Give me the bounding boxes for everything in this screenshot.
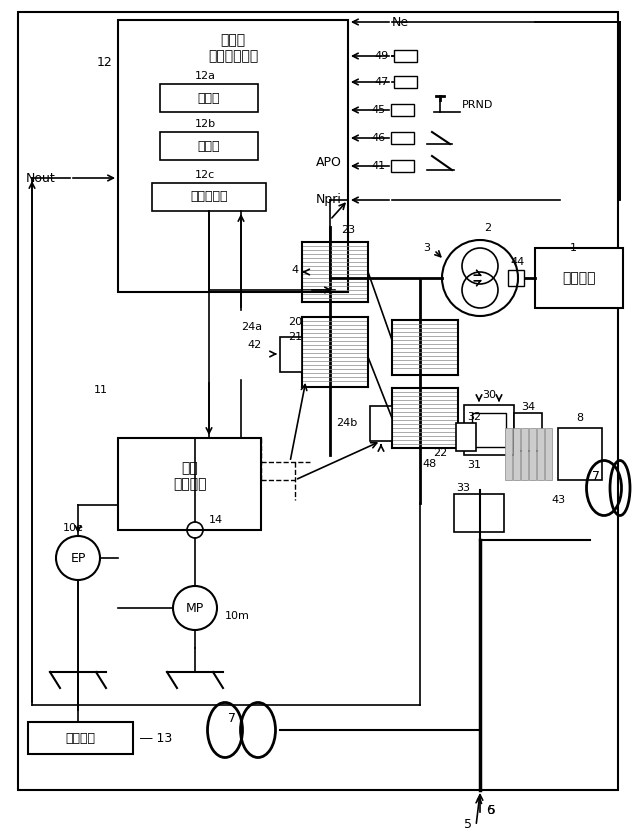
Text: 31: 31 bbox=[467, 460, 481, 470]
Bar bbox=[545, 428, 552, 480]
Text: 1: 1 bbox=[570, 243, 577, 253]
Text: 20: 20 bbox=[288, 317, 302, 327]
Text: Npri: Npri bbox=[316, 194, 342, 206]
Text: 6: 6 bbox=[486, 803, 494, 817]
Text: 油圧: 油圧 bbox=[182, 461, 198, 475]
Text: 42: 42 bbox=[248, 340, 262, 350]
Bar bbox=[280, 337, 302, 372]
Text: 11: 11 bbox=[94, 385, 108, 395]
Text: Ne: Ne bbox=[392, 16, 409, 28]
Bar bbox=[472, 413, 506, 447]
Text: 24a: 24a bbox=[241, 322, 262, 332]
Text: 7: 7 bbox=[592, 469, 600, 483]
Text: 49: 49 bbox=[375, 51, 389, 61]
Text: 制御回路: 制御回路 bbox=[173, 477, 207, 491]
Bar bbox=[464, 405, 514, 455]
Bar bbox=[152, 183, 266, 211]
Text: 判定部: 判定部 bbox=[198, 139, 220, 153]
Text: 2: 2 bbox=[484, 223, 492, 233]
Text: 24b: 24b bbox=[336, 418, 357, 428]
Text: 30: 30 bbox=[482, 390, 496, 400]
Bar bbox=[28, 722, 133, 754]
Bar bbox=[370, 406, 392, 441]
Text: 46: 46 bbox=[372, 133, 386, 143]
Bar bbox=[391, 160, 414, 172]
Bar bbox=[394, 50, 417, 62]
Bar bbox=[521, 428, 528, 480]
Bar bbox=[391, 132, 414, 144]
Bar bbox=[456, 423, 476, 451]
Bar bbox=[391, 104, 414, 116]
Text: 44: 44 bbox=[510, 257, 524, 267]
Text: 10e: 10e bbox=[63, 523, 83, 533]
Text: APO: APO bbox=[316, 155, 342, 169]
Text: コントローラ: コントローラ bbox=[208, 49, 258, 63]
Text: 41: 41 bbox=[372, 161, 386, 171]
Text: 22: 22 bbox=[433, 448, 447, 458]
Text: MP: MP bbox=[186, 601, 204, 615]
Text: EP: EP bbox=[70, 551, 86, 564]
Text: 45: 45 bbox=[372, 105, 386, 115]
Bar bbox=[529, 428, 536, 480]
Bar bbox=[537, 428, 544, 480]
Text: 油圧制御部: 油圧制御部 bbox=[190, 190, 228, 204]
Text: エンジン: エンジン bbox=[563, 271, 596, 285]
Text: 12c: 12c bbox=[195, 170, 215, 180]
Bar bbox=[394, 76, 417, 88]
Bar bbox=[160, 84, 258, 112]
Bar bbox=[454, 494, 504, 532]
Text: 12b: 12b bbox=[195, 119, 216, 129]
Bar bbox=[513, 428, 520, 480]
Text: 47: 47 bbox=[375, 77, 389, 87]
Text: PRND: PRND bbox=[462, 100, 493, 110]
Text: 10m: 10m bbox=[225, 611, 250, 621]
Text: 23: 23 bbox=[341, 225, 355, 235]
Text: 12: 12 bbox=[96, 55, 112, 68]
Text: Nout: Nout bbox=[26, 171, 56, 185]
Text: ― 13: ― 13 bbox=[140, 731, 172, 745]
Text: 8: 8 bbox=[577, 413, 584, 423]
Bar bbox=[160, 132, 258, 160]
Bar bbox=[118, 438, 261, 530]
Text: 算出部: 算出部 bbox=[198, 92, 220, 104]
Text: 12a: 12a bbox=[195, 71, 216, 81]
Text: 32: 32 bbox=[467, 412, 481, 422]
Text: 変速機: 変速機 bbox=[220, 33, 246, 47]
Text: 43: 43 bbox=[551, 495, 565, 505]
Text: 48: 48 bbox=[423, 459, 437, 469]
Text: 14: 14 bbox=[209, 515, 223, 525]
Bar bbox=[514, 413, 542, 451]
Text: 5: 5 bbox=[464, 818, 472, 832]
Bar bbox=[558, 428, 602, 480]
Bar bbox=[118, 20, 348, 292]
Text: 5: 5 bbox=[488, 803, 496, 817]
Text: 4: 4 bbox=[291, 265, 299, 275]
Text: 34: 34 bbox=[521, 402, 535, 412]
Text: 33: 33 bbox=[456, 483, 470, 493]
Text: バッテリ: バッテリ bbox=[65, 731, 95, 745]
Text: 3: 3 bbox=[424, 243, 431, 253]
Text: 21: 21 bbox=[288, 332, 302, 342]
Bar bbox=[508, 270, 524, 286]
Text: 7: 7 bbox=[228, 711, 236, 725]
Bar bbox=[505, 428, 512, 480]
Bar bbox=[535, 248, 623, 308]
